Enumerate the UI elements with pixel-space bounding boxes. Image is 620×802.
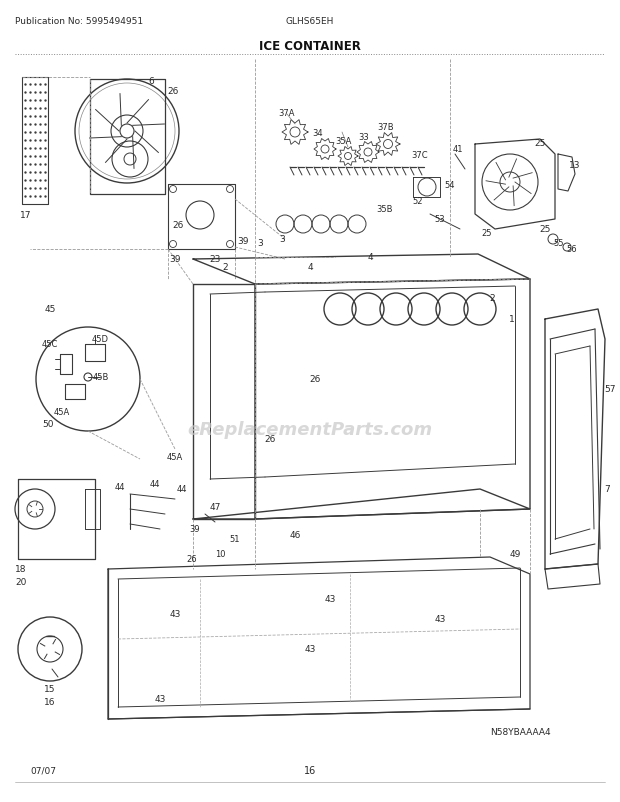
Text: 33: 33 [358,132,370,141]
Text: 26: 26 [264,435,276,444]
Text: 56: 56 [567,245,577,254]
Text: 45B: 45B [93,373,109,382]
Text: 20: 20 [15,577,27,587]
Text: 26: 26 [172,221,184,229]
Text: 2: 2 [489,294,495,303]
Text: ICE CONTAINER: ICE CONTAINER [259,40,361,54]
Text: 13: 13 [569,160,581,169]
Text: 43: 43 [324,595,335,604]
Text: 35B: 35B [377,205,393,214]
Text: 43: 43 [304,645,316,654]
Text: 55: 55 [554,238,564,247]
Text: 37C: 37C [412,150,428,160]
Text: 2: 2 [222,262,228,271]
Text: 49: 49 [509,550,521,559]
Text: 18: 18 [15,565,27,573]
Text: 26: 26 [187,555,197,564]
Text: 39: 39 [190,525,200,534]
Text: 3: 3 [257,238,263,247]
Text: 54: 54 [445,180,455,189]
Text: 46: 46 [290,530,301,539]
Text: 53: 53 [435,215,445,225]
Text: 3: 3 [279,235,285,244]
Text: 41: 41 [453,145,463,154]
Text: 51: 51 [230,535,240,544]
Text: 07/07: 07/07 [30,766,56,775]
Text: 37B: 37B [378,124,394,132]
Text: 25: 25 [482,229,492,238]
Text: 16: 16 [44,698,56,707]
Text: 45D: 45D [92,335,108,344]
Text: 43: 43 [435,615,446,624]
Text: 15: 15 [44,685,56,694]
Text: 35A: 35A [335,136,351,145]
Text: 44: 44 [115,483,125,492]
Text: 39: 39 [237,237,249,246]
Text: 4: 4 [307,263,313,272]
Text: eReplacementParts.com: eReplacementParts.com [187,420,433,439]
Text: 52: 52 [413,197,423,206]
Text: 10: 10 [215,550,225,559]
Text: 39: 39 [169,255,181,264]
Text: 26: 26 [309,375,321,384]
Text: 25: 25 [534,138,546,148]
Text: 47: 47 [210,503,221,512]
Text: Publication No: 5995494951: Publication No: 5995494951 [15,18,143,26]
Text: 45A: 45A [54,408,70,417]
Text: 4: 4 [367,253,373,262]
Text: 45C: 45C [42,340,58,349]
Text: 6: 6 [148,78,154,87]
Text: 25: 25 [539,225,551,234]
Text: GLHS65EH: GLHS65EH [286,18,334,26]
Text: 43: 43 [169,610,180,618]
Text: 16: 16 [304,765,316,775]
Text: 26: 26 [167,87,179,95]
Text: N58YBAAAA4: N58YBAAAA4 [490,727,551,736]
Text: 44: 44 [177,485,187,494]
Text: 17: 17 [20,210,32,219]
Text: 45A: 45A [167,453,183,462]
Text: 50: 50 [42,420,54,429]
Text: 23: 23 [210,255,221,264]
Text: 1: 1 [509,315,515,324]
Text: 45: 45 [44,305,56,314]
Text: 57: 57 [604,385,616,394]
Text: 37A: 37A [279,108,295,117]
Text: 43: 43 [154,695,166,703]
Text: 7: 7 [604,485,610,494]
Text: 44: 44 [150,480,160,489]
Text: 34: 34 [312,128,323,137]
